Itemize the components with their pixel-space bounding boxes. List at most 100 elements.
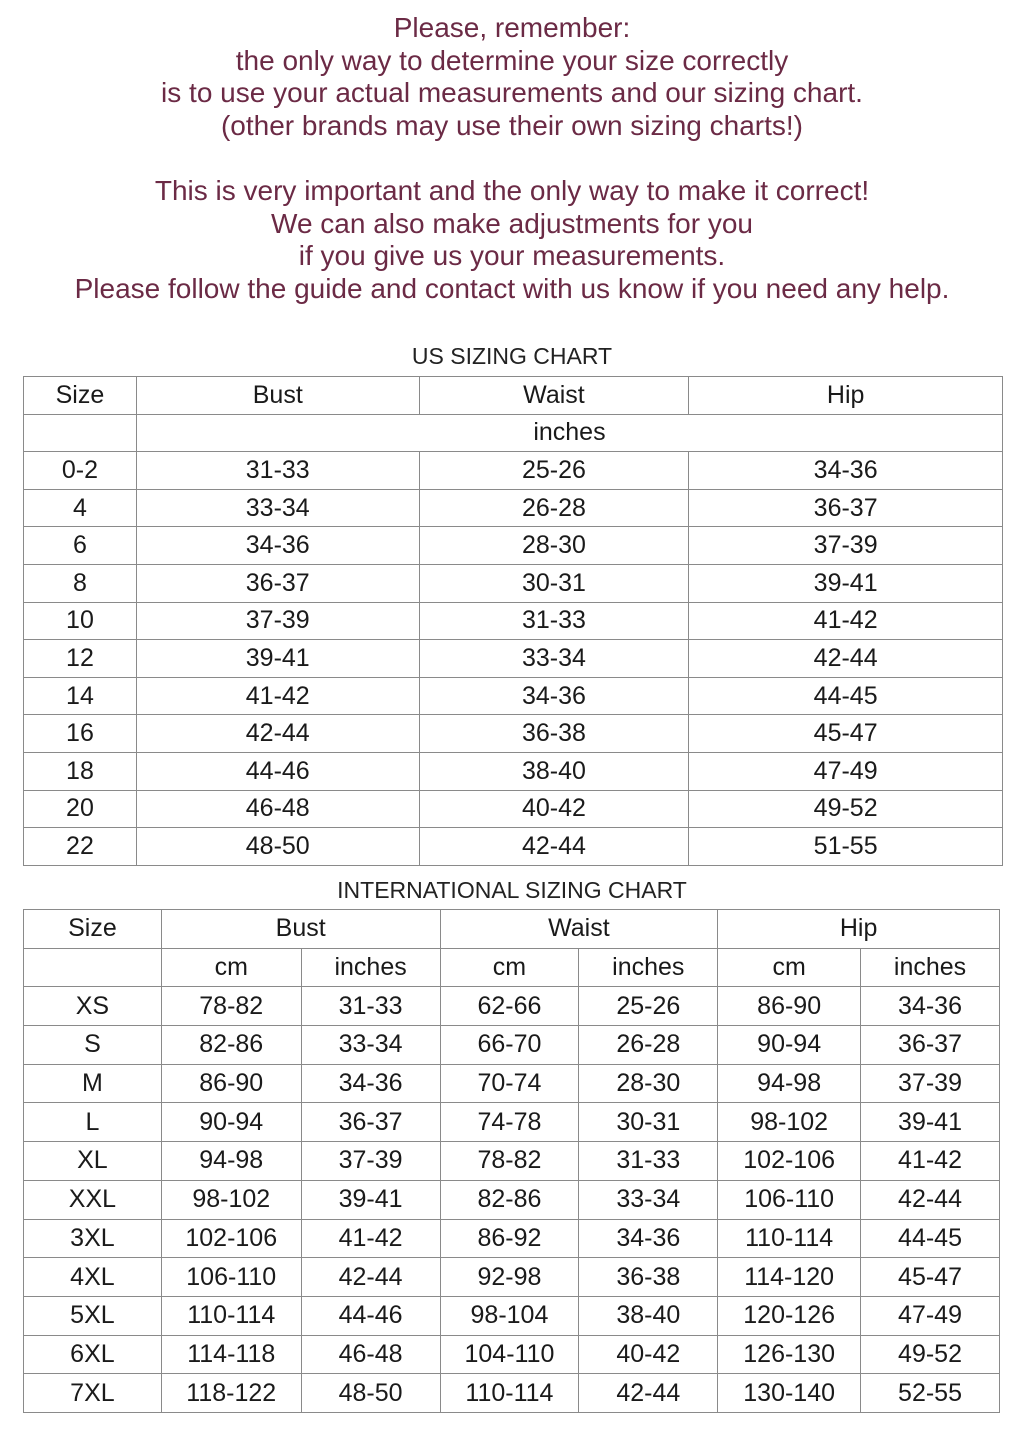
size-cell: 18 <box>23 751 137 791</box>
measurement-cell: 42-44 <box>688 639 1003 678</box>
table-row: 12 39-41 33-34 42-44 <box>23 639 1003 678</box>
measurement-cell: 44-45 <box>688 676 1003 716</box>
measurement-cell: 98-102 <box>160 1179 302 1220</box>
table-row: 6 34-36 28-30 37-39 <box>23 526 1003 565</box>
measurement-cell: 120-126 <box>717 1295 862 1336</box>
unit-label: cm <box>717 947 862 988</box>
table-row: XS 78-82 31-33 62-66 25-26 86-90 34-36 <box>23 986 1000 1027</box>
table-row: 5XL 110-114 44-46 98-104 38-40 120-126 47-49 <box>23 1295 1000 1336</box>
header-row: Size Bust Waist Hip <box>23 376 1003 415</box>
measurement-cell: 36-37 <box>135 563 420 603</box>
intro-line: Please follow the guide and contact with… <box>74 272 950 304</box>
measurement-cell: 31-33 <box>578 1141 719 1181</box>
measurement-cell: 92-98 <box>439 1257 580 1297</box>
measurement-cell: 42-44 <box>860 1179 1000 1220</box>
measurement-cell: 94-98 <box>717 1063 862 1104</box>
measurement-cell: 86-92 <box>439 1218 580 1259</box>
measurement-cell: 36-38 <box>418 714 690 753</box>
size-cell: 12 <box>23 639 137 678</box>
measurement-cell: 48-50 <box>135 827 420 866</box>
table-row: 0-2 31-33 25-26 34-36 <box>23 451 1003 490</box>
measurement-cell: 26-28 <box>418 488 690 528</box>
measurement-cell: 102-106 <box>717 1141 862 1181</box>
size-cell: XXL <box>23 1179 162 1220</box>
measurement-cell: 34-36 <box>860 986 1000 1027</box>
size-cell: 10 <box>23 601 137 641</box>
header-hip: Hip <box>688 376 1003 415</box>
size-cell: 0-2 <box>23 451 137 490</box>
measurement-cell: 31-33 <box>135 451 420 490</box>
measurement-cell: 47-49 <box>688 751 1003 791</box>
table-row: L 90-94 36-37 74-78 30-31 98-102 39-41 <box>23 1102 1000 1143</box>
intl-sizing-table: Size Bust Waist Hip cm inches cm inches … <box>23 909 1000 1413</box>
intl-chart-title: INTERNATIONAL SIZING CHART <box>337 877 687 903</box>
intro-line: We can also make adjustments for you <box>271 207 753 239</box>
size-cell: 6XL <box>23 1334 162 1375</box>
measurement-cell: 90-94 <box>717 1025 862 1065</box>
measurement-cell: 37-39 <box>688 526 1003 565</box>
size-cell: L <box>23 1102 162 1143</box>
measurement-cell: 36-37 <box>300 1102 441 1143</box>
measurement-cell: 114-120 <box>717 1257 862 1297</box>
table-row: 3XL 102-106 41-42 86-92 34-36 110-114 44-45 <box>23 1218 1000 1259</box>
unit-label: inches <box>860 947 1000 988</box>
size-cell: S <box>23 1025 162 1065</box>
size-cell: 20 <box>23 789 137 829</box>
measurement-cell: 44-46 <box>300 1295 441 1336</box>
size-cell: 6 <box>23 526 137 565</box>
measurement-cell: 44-45 <box>860 1218 1000 1259</box>
table-row: 6XL 114-118 46-48 104-110 40-42 126-130 49-52 <box>23 1334 1000 1375</box>
table-row: 10 37-39 31-33 41-42 <box>23 601 1003 641</box>
measurement-cell: 42-44 <box>418 827 690 866</box>
measurement-cell: 90-94 <box>160 1102 302 1143</box>
intro-line: if you give us your measurements. <box>298 240 726 271</box>
measurement-cell: 98-104 <box>439 1295 580 1336</box>
header-bust: Bust <box>135 376 420 415</box>
measurement-cell: 39-41 <box>300 1179 441 1220</box>
us-chart-title: US SIZING CHART <box>411 343 613 369</box>
table-row: XXL 98-102 39-41 82-86 33-34 106-110 42-44 <box>23 1179 1000 1220</box>
size-cell: 4XL <box>23 1257 162 1297</box>
measurement-cell: 34-36 <box>688 451 1003 490</box>
measurement-cell: 51-55 <box>688 827 1003 866</box>
measurement-cell: 39-41 <box>688 563 1003 603</box>
measurement-cell: 39-41 <box>860 1102 1000 1143</box>
size-cell: XS <box>23 986 162 1027</box>
size-cell: 5XL <box>23 1295 162 1336</box>
measurement-cell: 34-36 <box>578 1218 719 1259</box>
table-row: 14 41-42 34-36 44-45 <box>23 676 1003 716</box>
measurement-cell: 114-118 <box>160 1334 302 1375</box>
measurement-cell: 36-37 <box>860 1025 1000 1065</box>
measurement-cell: 34-36 <box>300 1063 441 1104</box>
measurement-cell: 47-49 <box>860 1295 1000 1336</box>
measurement-cell: 78-82 <box>439 1141 580 1181</box>
measurement-cell: 106-110 <box>717 1179 862 1220</box>
measurement-cell: 102-106 <box>160 1218 302 1259</box>
measurement-cell: 45-47 <box>860 1257 1000 1297</box>
measurement-cell: 46-48 <box>135 789 420 829</box>
unit-label: inches <box>578 947 719 988</box>
size-cell: 7XL <box>23 1373 162 1413</box>
measurement-cell: 82-86 <box>439 1179 580 1220</box>
measurement-cell: 34-36 <box>418 676 690 716</box>
unit-row: inches <box>23 413 1004 453</box>
measurement-cell: 110-114 <box>717 1218 862 1259</box>
measurement-cell: 36-37 <box>688 488 1003 528</box>
measurement-cell: 28-30 <box>578 1063 719 1104</box>
measurement-cell: 34-36 <box>135 526 420 565</box>
measurement-cell: 33-34 <box>300 1025 441 1065</box>
measurement-cell: 31-33 <box>300 986 441 1027</box>
measurement-cell: 37-39 <box>135 601 420 641</box>
measurement-cell: 70-74 <box>439 1063 580 1104</box>
measurement-cell: 126-130 <box>717 1334 862 1375</box>
measurement-cell: 30-31 <box>418 563 690 603</box>
empty-cell <box>23 413 137 453</box>
measurement-cell: 42-44 <box>135 714 420 753</box>
measurement-cell: 52-55 <box>860 1373 1000 1413</box>
table-row: 4XL 106-110 42-44 92-98 36-38 114-120 45-47 <box>23 1257 1000 1297</box>
table-row: 20 46-48 40-42 49-52 <box>23 789 1003 829</box>
table-row: 22 48-50 42-44 51-55 <box>23 827 1003 866</box>
table-row: M 86-90 34-36 70-74 28-30 94-98 37-39 <box>23 1063 1000 1104</box>
measurement-cell: 41-42 <box>135 676 420 716</box>
measurement-cell: 94-98 <box>160 1141 302 1181</box>
